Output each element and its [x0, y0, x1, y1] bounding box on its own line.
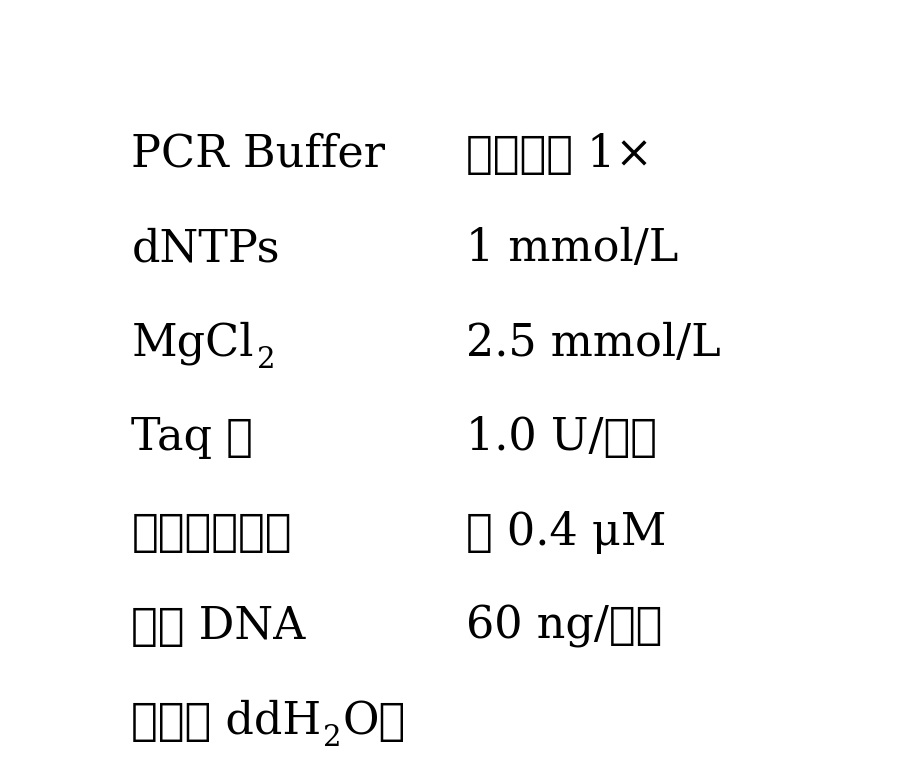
Text: dNTPs: dNTPs	[131, 227, 280, 270]
Text: 2: 2	[323, 723, 341, 752]
Text: 各 0.4 μM: 各 0.4 μM	[466, 511, 667, 554]
Text: 2.5 mmol/L: 2.5 mmol/L	[466, 321, 721, 364]
Text: 2: 2	[323, 723, 341, 752]
Text: 60 ng/反应: 60 ng/反应	[466, 605, 662, 648]
Text: 终浓度为 1×: 终浓度为 1×	[466, 133, 653, 176]
Text: 余量为 ddH: 余量为 ddH	[131, 700, 321, 742]
Text: O。: O。	[343, 700, 406, 742]
Text: 2: 2	[258, 346, 276, 374]
Text: MgCl: MgCl	[131, 321, 254, 365]
Text: 上、下游引物: 上、下游引物	[131, 511, 292, 554]
Text: 模板 DNA: 模板 DNA	[131, 605, 306, 648]
Text: 1.0 U/反应: 1.0 U/反应	[466, 416, 657, 459]
Text: Taq 酶: Taq 酶	[131, 416, 253, 459]
Text: PCR Buffer: PCR Buffer	[131, 133, 385, 176]
Text: 1 mmol/L: 1 mmol/L	[466, 227, 679, 270]
